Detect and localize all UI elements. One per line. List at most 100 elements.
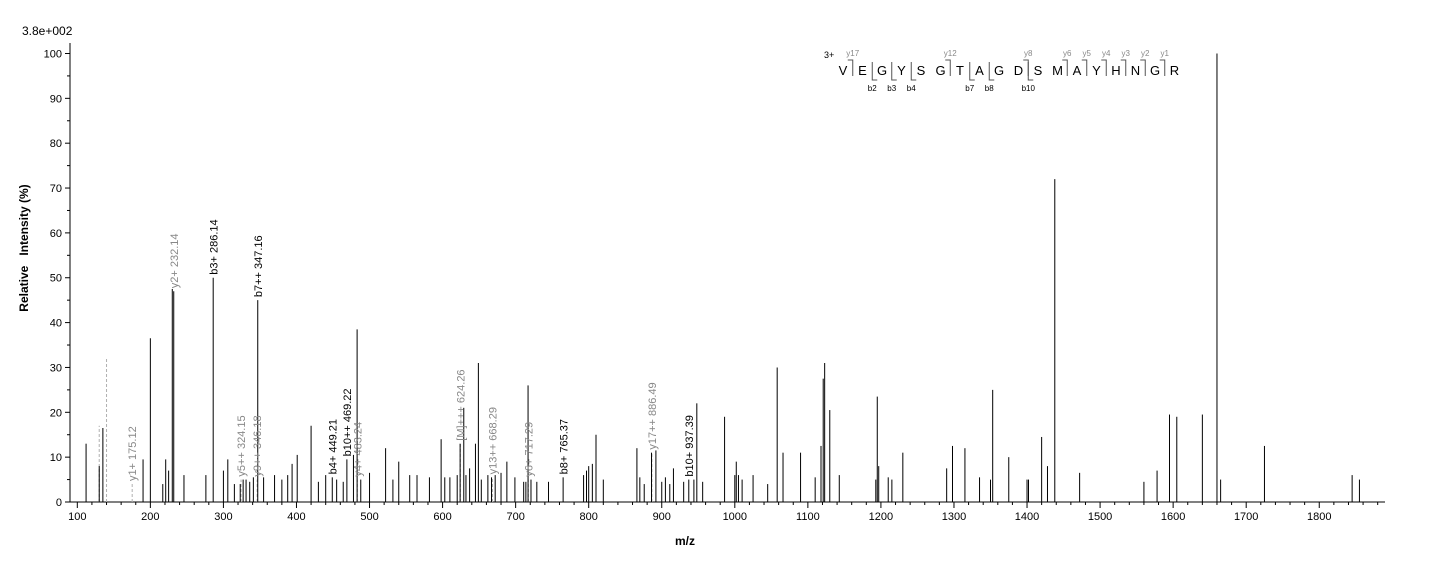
- peak-label: b7++ 347.16: [253, 235, 265, 297]
- y-ion-label: y17: [846, 49, 859, 58]
- peak-label: y17++ 886.49: [647, 382, 659, 449]
- x-tick-label: 1300: [942, 511, 966, 523]
- peak-label: b3+ 286.14: [208, 219, 220, 274]
- peak-label: b4+ 449.21: [327, 419, 339, 474]
- x-tick-label: 700: [506, 511, 524, 523]
- y-tick-label: 100: [44, 48, 62, 60]
- y-ion-label: y5: [1083, 49, 1092, 58]
- x-axis-title: m/z: [675, 534, 695, 548]
- b-ion-label: b10: [1022, 84, 1036, 93]
- y-ion-label: y6: [1063, 49, 1072, 58]
- y-tick-label: 80: [50, 138, 62, 150]
- y-tick-label: 60: [50, 228, 62, 240]
- sequence-residue: A: [975, 63, 984, 78]
- peak-label: y13++ 668.29: [487, 407, 499, 474]
- sequence-residue: S: [917, 63, 926, 78]
- y-tick-label: 90: [50, 93, 62, 105]
- x-axis: 100 200 300 400 500 600 700 800 900 1000 1100 1200 1…: [68, 501, 1385, 523]
- x-tick-label: 1800: [1307, 511, 1331, 523]
- sequence-residue: T: [956, 63, 964, 78]
- b-ion-bracket: [891, 62, 897, 81]
- sequence-residue: V: [839, 63, 848, 78]
- x-tick-label: 100: [68, 511, 86, 523]
- y-ion-bracket: [1120, 59, 1127, 76]
- b-ion-bracket: [969, 62, 975, 81]
- b-ion-bracket: [1027, 62, 1034, 81]
- y-tick-label: 20: [50, 407, 62, 419]
- y-ion-bracket: [1081, 59, 1088, 76]
- y-axis-title: Relative Intensity (%): [17, 184, 31, 311]
- y-ion-bracket: [1101, 59, 1107, 76]
- intensity-scale-label: 3.8e+002: [22, 24, 73, 38]
- y-ion-bracket: [1062, 59, 1068, 76]
- peak-label: y1+ 175.12: [127, 426, 139, 481]
- sequence-residue: A: [1073, 63, 1082, 78]
- y-ion-bracket: [847, 59, 854, 76]
- x-tick-label: 300: [214, 511, 232, 523]
- y-ion-label: y3: [1122, 49, 1131, 58]
- x-tick-label: 800: [580, 511, 598, 523]
- sequence-residue: H: [1111, 63, 1120, 78]
- x-tick-label: 1100: [796, 511, 820, 523]
- sequence-residue: D: [1014, 63, 1023, 78]
- y-ion-bracket: [1140, 59, 1146, 76]
- x-tick-label: 900: [653, 511, 671, 523]
- b-ion-label: b2: [868, 84, 877, 93]
- b-ion-bracket: [988, 62, 995, 81]
- x-tick-label: 1200: [869, 511, 893, 523]
- sequence-residue: M: [1052, 63, 1063, 78]
- x-tick-label: 1500: [1088, 511, 1112, 523]
- y-tick-label: 70: [50, 183, 62, 195]
- peak-label: y5++ 324.15: [236, 415, 248, 476]
- x-tick-label: 1600: [1161, 511, 1185, 523]
- y-tick-label: 50: [50, 273, 62, 285]
- peak-annotations: y1+ 175.12 y2+ 232.14 b3+ 286.14 y5++ 324.1…: [127, 219, 696, 481]
- y-tick-label: 40: [50, 318, 62, 330]
- y-tick-label: 0: [56, 497, 62, 509]
- sequence-residue: R: [1170, 63, 1179, 78]
- x-tick-label: 1000: [723, 511, 747, 523]
- y-ion-bracket: [1023, 59, 1029, 76]
- peak-label: y4+ 483.24: [352, 422, 364, 477]
- sequence-residue: Y: [1092, 63, 1101, 78]
- sequence-residue: G: [1150, 63, 1160, 78]
- b-ion-label: b8: [985, 84, 994, 93]
- peak-label: y9++ 346.18: [252, 415, 264, 476]
- peak-label: y2+ 232.14: [169, 233, 181, 288]
- y-ion-label: y8: [1024, 49, 1033, 58]
- x-tick-label: 500: [360, 511, 378, 523]
- y-axis: 0 10 20 30 40 50 60 70 80 90 100: [44, 43, 71, 509]
- b-ion-label: b3: [887, 84, 896, 93]
- peak-label: b10+ 937.39: [684, 415, 696, 476]
- x-tick-label: 400: [287, 511, 305, 523]
- peak-label: b8+ 765.37: [558, 419, 570, 474]
- y-ion-label: y4: [1102, 49, 1111, 58]
- b-ion-bracket: [910, 62, 917, 81]
- b-ion-label: b4: [907, 84, 916, 93]
- x-tick-label: 600: [433, 511, 451, 523]
- y-ion-bracket: [945, 59, 951, 76]
- x-tick-label: 200: [141, 511, 159, 523]
- y-ion-bracket: [1159, 59, 1166, 76]
- sequence-residue: G: [994, 63, 1004, 78]
- peak-label: [M]+++ 624.26: [455, 369, 467, 440]
- sequence-charge: 3+: [824, 50, 834, 60]
- sequence-residue: Y: [897, 63, 906, 78]
- peak-label: b10++ 469.22: [342, 388, 354, 456]
- sequence-residue: S: [1034, 63, 1043, 78]
- sequence-residue: N: [1131, 63, 1140, 78]
- sequence-residue: G: [935, 63, 945, 78]
- sequence-residue: E: [858, 63, 867, 78]
- y-ion-label: y12: [944, 49, 957, 58]
- y-ion-label: y1: [1161, 49, 1170, 58]
- spectrum-peaks: [85, 53, 1360, 502]
- x-tick-label: 1700: [1234, 511, 1258, 523]
- peak-label: y6+ 717.29: [523, 422, 535, 477]
- y-ion-label: y2: [1141, 49, 1150, 58]
- b-ion-label: b7: [965, 84, 974, 93]
- y-tick-label: 30: [50, 362, 62, 374]
- y-tick-label: 10: [50, 452, 62, 464]
- x-tick-label: 1400: [1015, 511, 1039, 523]
